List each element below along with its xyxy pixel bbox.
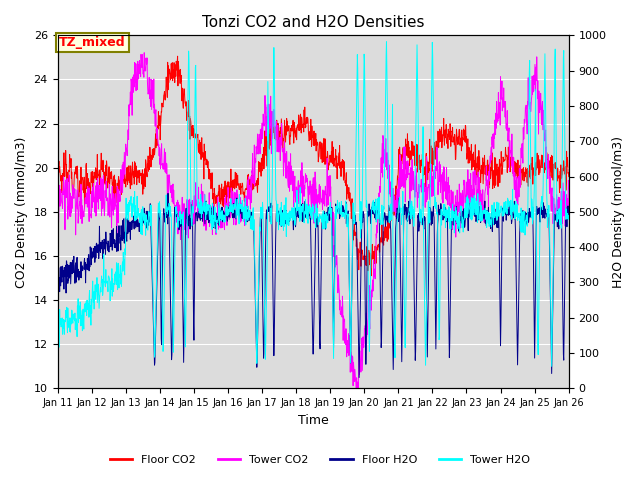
Tower H2O (548, 363, 556, 369)
Tower CO2 (140, 50, 148, 56)
Y-axis label: CO2 Density (mmol/m3): CO2 Density (mmol/m3) (15, 136, 28, 288)
Y-axis label: H2O Density (mmol/m3): H2O Density (mmol/m3) (612, 136, 625, 288)
Floor CO2 (54, 166, 61, 171)
Floor CO2 (460, 126, 467, 132)
Tower H2O (168, 212, 175, 218)
Tower H2O (225, 207, 232, 213)
Text: TZ_mixed: TZ_mixed (60, 36, 126, 49)
Floor H2O (505, 211, 513, 216)
Tower H2O (155, 209, 163, 215)
Line: Floor CO2: Floor CO2 (58, 56, 569, 276)
Floor H2O (460, 206, 467, 212)
Tower H2O (54, 336, 61, 342)
Tower H2O (383, 39, 390, 45)
Line: Tower CO2: Tower CO2 (58, 53, 569, 388)
Tower CO2 (353, 385, 360, 391)
Legend: Floor CO2, Tower CO2, Floor H2O, Tower H2O: Floor CO2, Tower CO2, Floor H2O, Tower H… (105, 451, 535, 469)
X-axis label: Time: Time (298, 414, 328, 427)
Line: Floor H2O: Floor H2O (58, 193, 569, 378)
Floor H2O (393, 216, 401, 221)
Floor CO2 (565, 174, 573, 180)
Tower CO2 (54, 185, 61, 191)
Tower CO2 (565, 186, 573, 192)
Floor H2O (155, 209, 163, 215)
Tower CO2 (156, 153, 163, 159)
Floor H2O (164, 191, 172, 196)
Tower CO2 (393, 209, 401, 215)
Floor CO2 (367, 273, 375, 278)
Floor CO2 (168, 61, 175, 67)
Tower H2O (504, 197, 512, 203)
Tower H2O (460, 229, 467, 235)
Floor CO2 (505, 156, 513, 162)
Floor H2O (355, 375, 363, 381)
Title: Tonzi CO2 and H2O Densities: Tonzi CO2 and H2O Densities (202, 15, 424, 30)
Tower CO2 (168, 194, 175, 200)
Tower H2O (392, 264, 400, 270)
Tower H2O (565, 213, 573, 218)
Floor CO2 (225, 189, 232, 195)
Floor CO2 (173, 53, 181, 59)
Tower CO2 (505, 129, 513, 135)
Floor H2O (565, 208, 573, 214)
Tower CO2 (460, 198, 467, 204)
Floor H2O (225, 211, 232, 216)
Tower CO2 (225, 210, 232, 216)
Floor H2O (54, 288, 61, 294)
Floor CO2 (155, 123, 163, 129)
Line: Tower H2O: Tower H2O (58, 42, 569, 366)
Floor CO2 (393, 184, 401, 190)
Floor H2O (168, 357, 175, 362)
